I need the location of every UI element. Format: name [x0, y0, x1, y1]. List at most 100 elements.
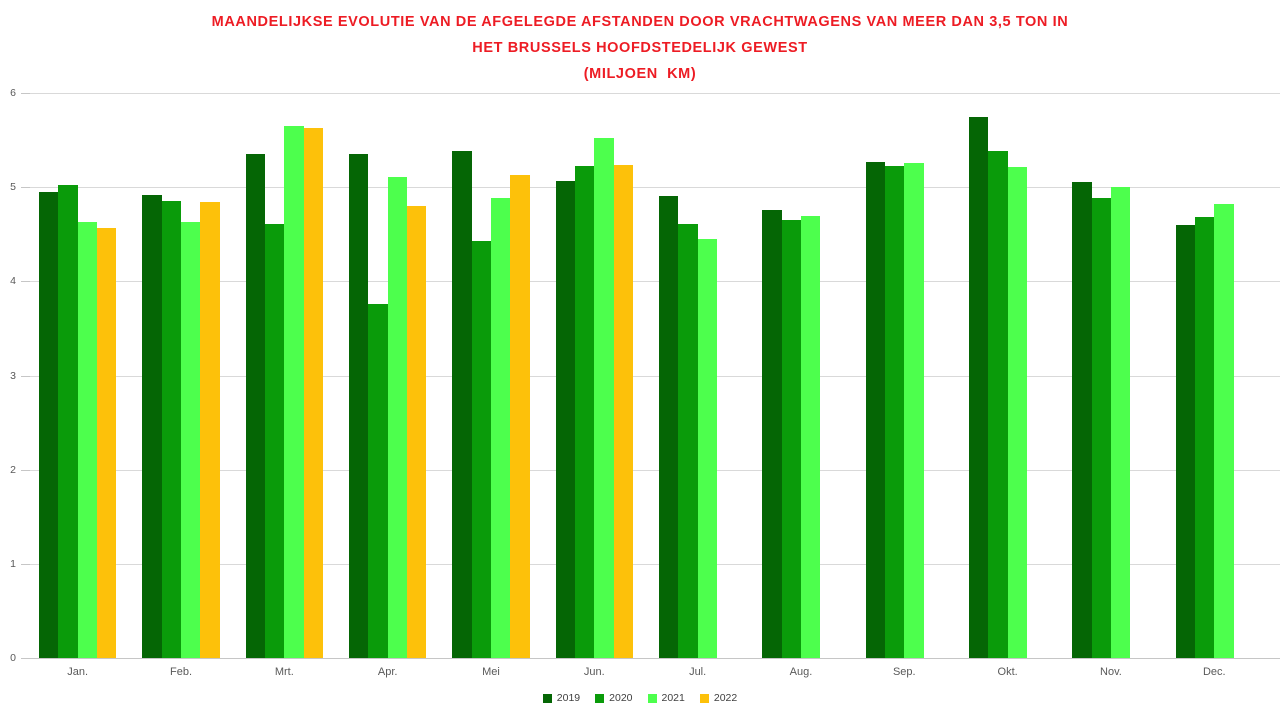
bar-slot-2020-jun — [574, 93, 595, 658]
y-tick-mark-0 — [21, 658, 30, 659]
bar-slot-2021-jul — [697, 93, 717, 658]
bar-2020-feb — [161, 201, 181, 658]
bar-2021-dec — [1214, 204, 1234, 658]
bar-2021-jan — [77, 222, 97, 658]
bar-2019-sep — [865, 161, 885, 658]
bar-slot-2021-jan — [77, 93, 97, 658]
x-axis-label-jun: Jun. — [583, 666, 605, 678]
bar-2021-feb — [180, 222, 201, 658]
bar-2022-apr — [406, 206, 427, 658]
gridline-y-1 — [30, 563, 1280, 565]
bar-group-jul — [646, 93, 749, 658]
bar-2021-okt — [1007, 167, 1027, 658]
bar-2020-dec — [1194, 217, 1215, 658]
bar-groups — [26, 93, 1266, 658]
bar-group-dec — [1163, 93, 1266, 658]
legend-item-2021: 2021 — [647, 692, 685, 704]
bar-2019-aug — [762, 209, 782, 658]
y-tick-mark-1 — [21, 563, 30, 565]
bar-2019-feb — [142, 194, 162, 658]
bar-group-aug — [749, 93, 852, 658]
bar-slot-2022-sep — [924, 93, 943, 658]
bar-2020-jun — [574, 165, 595, 658]
bar-2021-jul — [697, 238, 717, 658]
bar-slot-2021-sep — [904, 93, 924, 658]
x-axis-label-okt: Okt. — [997, 666, 1018, 678]
gridline-y-0 — [30, 658, 1280, 659]
bar-slot-2021-mrt — [284, 93, 304, 658]
bar-slot-2019-dec — [1175, 93, 1195, 658]
bar-slot-2021-feb — [180, 93, 201, 658]
bar-slot-2020-okt — [988, 93, 1008, 658]
bar-slot-2021-aug — [800, 93, 821, 658]
bar-slot-2020-mei — [471, 93, 491, 658]
y-axis-label-4: 4 — [10, 275, 16, 288]
legend-color-swatch-2019 — [542, 693, 552, 703]
bar-slot-2020-aug — [781, 93, 801, 658]
bar-slot-2020-feb — [161, 93, 181, 658]
chart-title-line-1: MAANDELIJKSE EVOLUTIE VAN DE AFGELEGDE A… — [211, 14, 1069, 30]
bar-slot-2019-jan — [39, 93, 59, 658]
bar-group-okt — [956, 93, 1059, 658]
bar-slot-2020-jan — [58, 93, 78, 658]
bar-2020-nov — [1091, 197, 1111, 658]
bar-2019-okt — [968, 116, 989, 658]
bar-2022-jan — [96, 227, 117, 658]
gridline-y-6 — [30, 93, 1280, 94]
bar-slot-2021-nov — [1110, 93, 1131, 658]
x-axis-label-dec: Dec. — [1202, 666, 1226, 678]
y-tick-mark-6 — [21, 93, 30, 94]
bar-group-feb — [129, 93, 232, 658]
gridline-y-4 — [30, 281, 1280, 283]
y-tick-mark-5 — [21, 187, 30, 189]
bar-2019-mrt — [245, 154, 265, 658]
x-axis-label-sep: Sep. — [892, 666, 916, 678]
bar-slot-2020-jul — [678, 93, 698, 658]
bar-slot-2019-aug — [762, 93, 782, 658]
legend-label-2021: 2021 — [661, 692, 685, 704]
bar-slot-2020-apr — [368, 93, 388, 658]
y-tick-mark-3 — [21, 375, 30, 377]
bar-2020-okt — [988, 151, 1008, 658]
bar-slot-2022-aug — [820, 93, 839, 658]
bar-slot-2022-dec — [1234, 93, 1253, 658]
bar-slot-2020-nov — [1091, 93, 1111, 658]
legend: 2019 2020 2021 2022 — [0, 692, 1280, 704]
bar-slot-2022-nov — [1130, 93, 1149, 658]
x-axis-label-feb: Feb. — [169, 666, 192, 678]
bar-slot-2021-jun — [594, 93, 614, 658]
bar-slot-2022-jan — [96, 93, 117, 658]
legend-item-2022: 2022 — [699, 692, 737, 704]
legend-color-swatch-2021 — [647, 693, 657, 703]
bar-2021-mrt — [284, 125, 304, 658]
bar-group-nov — [1059, 93, 1162, 658]
y-tick-mark-2 — [21, 469, 30, 471]
x-axis-label-mrt: Mrt. — [274, 666, 294, 678]
x-axis-label-aug: Aug. — [789, 666, 813, 678]
bar-2021-jun — [594, 138, 614, 658]
y-axis-label-5: 5 — [10, 181, 16, 194]
bar-2021-apr — [387, 176, 407, 658]
legend-color-swatch-2020 — [595, 693, 605, 703]
bar-2021-aug — [800, 216, 821, 658]
bar-slot-2020-sep — [884, 93, 905, 658]
legend-item-2019: 2019 — [542, 692, 580, 704]
bar-slot-2019-feb — [142, 93, 162, 658]
legend-item-2020: 2020 — [595, 692, 633, 704]
legend-label-2020: 2020 — [609, 692, 633, 704]
bar-2019-mei — [452, 151, 472, 658]
bar-slot-2019-jul — [658, 93, 679, 658]
bar-slot-2021-dec — [1214, 93, 1234, 658]
x-axis-labels: Jan. Feb. Mrt. Apr. Mei Jun. Jul. Aug. Sep. Okt. N… — [26, 666, 1266, 678]
x-axis-label-mei: Mei — [482, 666, 500, 678]
bar-slot-2022-jun — [613, 93, 633, 658]
bar-slot-2020-mrt — [264, 93, 285, 658]
bar-slot-2021-apr — [387, 93, 407, 658]
bar-group-mrt — [233, 93, 336, 658]
bar-slot-2019-apr — [348, 93, 369, 658]
bar-slot-2019-sep — [865, 93, 885, 658]
bar-2020-sep — [884, 166, 905, 658]
bar-2019-apr — [348, 154, 369, 658]
